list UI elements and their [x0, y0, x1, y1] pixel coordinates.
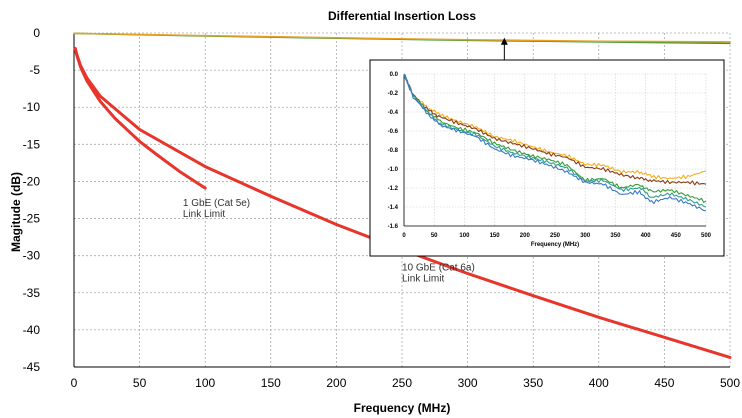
annotation-line: 1 GbE (Cat 5e) [183, 198, 250, 209]
x-tick-label: 400 [589, 376, 609, 390]
inset-arrow-head [500, 37, 508, 45]
inset-x-tick-label: 450 [671, 233, 682, 239]
inset-series-group [403, 73, 707, 212]
inset-x-tick-label: 400 [641, 233, 652, 239]
inset-y-tick-label: -0.8 [388, 148, 399, 154]
x-tick-label: 150 [261, 376, 281, 390]
inset-y-tick-label: -1.0 [388, 167, 399, 173]
x-tick-label: 500 [720, 376, 740, 390]
y-tick-label: -35 [23, 286, 41, 300]
inset-series-line-inset-teal [403, 73, 707, 208]
inset-y-tick-label: -1.6 [388, 224, 399, 230]
inset-x-tick-label: 500 [701, 233, 712, 239]
y-tick-label: -20 [23, 174, 41, 188]
x-tick-label: 100 [195, 376, 215, 390]
inset-y-tick-label: -0.2 [388, 91, 399, 97]
inset-y-tick-label: 0.0 [390, 72, 399, 78]
inset-series-line-inset-blue [403, 73, 707, 212]
x-tick-label: 50 [133, 376, 147, 390]
y-axis-label: Magitude (dB) [9, 172, 23, 252]
annotation-line: Link Limit [183, 209, 225, 220]
main-series-group [73, 32, 732, 359]
y-tick-label: -30 [23, 249, 41, 263]
inset-y-tick-label: -0.6 [388, 129, 399, 135]
main-tick-labels: 0 50 100 150 200 250 300 350 400 450 5000-5-10-15-… [23, 26, 741, 390]
inset-x-tick-label: 0 [402, 233, 406, 239]
x-tick-label: 0 [71, 376, 78, 390]
y-tick-label: -10 [23, 100, 41, 114]
inset-series-line-inset-green [403, 73, 707, 203]
y-tick-label: -5 [29, 63, 40, 77]
x-tick-label: 250 [392, 376, 412, 390]
x-tick-label: 300 [458, 376, 478, 390]
inset-x-tick-label: 250 [550, 233, 561, 239]
inset-x-tick-label: 150 [490, 233, 501, 239]
x-axis-label: Frequency (MHz) [354, 401, 451, 415]
inset-grid [403, 73, 707, 227]
y-tick-label: -45 [23, 360, 41, 374]
inset-y-tick-label: -0.4 [388, 110, 399, 116]
inset-y-tick-label: -1.4 [388, 205, 399, 211]
inset-x-axis-label: Frequency (MHz) [531, 242, 579, 248]
x-tick-label: 450 [654, 376, 674, 390]
series-line-meas-orange [73, 32, 731, 43]
y-tick-label: -15 [23, 137, 41, 151]
inset-x-tick-label: 50 [431, 233, 438, 239]
x-tick-label: 350 [523, 376, 543, 390]
inset-background [369, 59, 725, 257]
x-tick-label: 200 [326, 376, 346, 390]
chart-title: Differential Insertion Loss [328, 9, 476, 23]
y-tick-label: -40 [23, 323, 41, 337]
y-tick-label: -25 [23, 212, 41, 226]
inset-x-tick-label: 300 [580, 233, 591, 239]
inset-y-tick-label: -1.2 [388, 186, 399, 192]
inset-series-line-inset-orange [403, 73, 707, 180]
inset-tick-labels: 0 50 100 150 200 250 300 350 400 450 500 0.0 -0.2 -0.… [388, 72, 712, 239]
annotation-line: 10 GbE (Cat 6a) [402, 263, 475, 274]
inset-x-tick-label: 100 [459, 233, 470, 239]
annotation-line: Link Limit [402, 274, 444, 285]
y-tick-label: 0 [33, 26, 40, 40]
series-line-cat6a-limit [73, 47, 732, 359]
annotation-cat5e: 1 GbE (Cat 5e) Link Limit [183, 198, 250, 220]
inset-chart: 0 50 100 150 200 250 300 350 400 450 500 0.0 -0.2 -0.… [369, 59, 725, 257]
inset-series-line-inset-brown [403, 73, 707, 186]
inset-x-tick-label: 200 [520, 233, 531, 239]
annotation-cat6a: 10 GbE (Cat 6a) Link Limit [402, 263, 475, 285]
inset-x-tick-label: 350 [610, 233, 621, 239]
